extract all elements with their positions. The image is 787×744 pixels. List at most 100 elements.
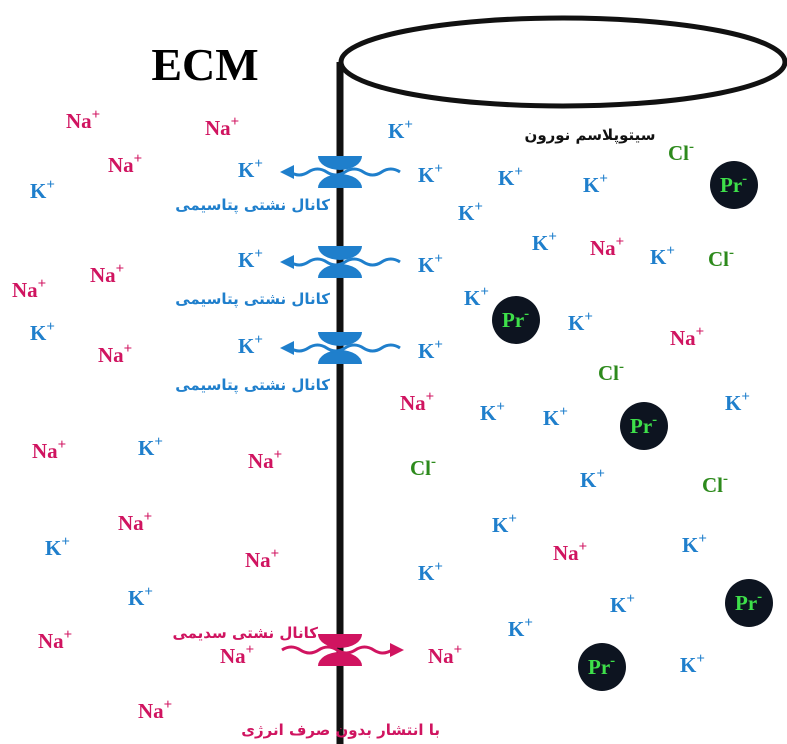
ion-symbol: Cl [702,473,723,497]
ion-symbol: K [492,513,509,537]
ion-symbol: K [238,248,255,272]
flow-arrow [290,259,400,265]
ion-charge: + [58,437,67,453]
ion: Na+ [66,107,100,133]
ion-symbol: K [543,406,560,430]
ion: Na+ [118,509,152,535]
channel-label: کانال نشتی پتاسیمی [175,290,330,309]
ion: K+ [238,156,263,182]
ion-charge: + [274,447,283,463]
ion: K+ [725,389,750,415]
ion-symbol: K [30,321,47,345]
arrow-head [390,643,404,657]
ion-symbol: K [498,166,515,190]
ion: K+ [238,246,263,272]
ion-symbol: Pr [720,173,742,197]
channel-bottom [318,652,362,666]
ion: K+ [30,319,55,345]
ion-charge: + [434,161,443,177]
flow-arrow [290,345,400,351]
ion: K+ [418,251,443,277]
ion-symbol: Cl [410,456,431,480]
ion-symbol: Cl [708,247,729,271]
ion-symbol: Na [38,629,64,653]
channel-bottom [318,174,362,188]
ion-symbol: K [464,286,481,310]
ion-symbol: Na [553,541,579,565]
ion-charge: + [116,261,125,277]
ion: Na+ [400,389,434,415]
ion-symbol: Cl [598,361,619,385]
ion-symbol: Na [118,511,144,535]
ion-charge: + [696,324,705,340]
ion-charge: + [46,319,55,335]
ion-charge: + [254,156,263,172]
ion-charge: - [431,454,436,470]
ion-charge: + [426,389,435,405]
ion-symbol: K [458,201,475,225]
ion: Na+ [108,151,142,177]
ion: K+ [682,531,707,557]
ion-charge: + [144,509,153,525]
ion-symbol: K [388,119,405,143]
ion: Na+ [32,437,66,463]
ion-symbol: K [418,253,435,277]
ion-symbol: K [682,533,699,557]
ion: K+ [30,177,55,203]
ion-charge: + [524,615,533,631]
flow-arrow [290,169,400,175]
ion: Na+ [590,234,624,260]
ion-symbol: Na [428,644,454,668]
ion-charge: - [757,589,762,605]
ion-charge: + [548,229,557,245]
ion-symbol: K [238,334,255,358]
ion-symbol: Pr [502,308,524,332]
ion-charge: + [696,651,705,667]
channel-label: کانال نشتی سدیمی [172,624,318,642]
ion-symbol: K [680,653,697,677]
ion-symbol: Na [590,236,616,260]
ion-charge: + [46,177,55,193]
ion-symbol: Na [108,153,134,177]
ion: K+ [138,434,163,460]
ion-symbol: K [580,468,597,492]
ion-charge: + [616,234,625,250]
ion-charge: + [434,337,443,353]
ion-symbol: K [30,179,47,203]
ion: Na+ [205,114,239,140]
ion-symbol: K [508,617,525,641]
ion-charge: + [579,539,588,555]
ion-charge: - [610,653,615,669]
ion-charge: + [480,284,489,300]
ion: Cl- [598,359,624,385]
caption: با انتشار بدون صرف انرژی [241,721,440,739]
ion-charge: + [92,107,101,123]
ion-symbol: K [583,173,600,197]
ion: K+ [532,229,557,255]
ion: Na+ [90,261,124,287]
ion: K+ [418,337,443,363]
ion-symbol: K [725,391,742,415]
ion-charge: + [508,511,517,527]
ion-charge: - [689,139,694,155]
ion-charge: + [698,531,707,547]
ion-symbol: Na [138,699,164,723]
ion-charge: + [144,584,153,600]
ion: K+ [583,171,608,197]
ion: K+ [610,591,635,617]
ion-symbol: Na [32,439,58,463]
ion: Cl- [410,454,436,480]
ion-charge: + [154,434,163,450]
ion-charge: + [596,466,605,482]
ion-charge: - [619,359,624,375]
ion-symbol: K [418,561,435,585]
ion: Na+ [245,546,279,572]
ion-symbol: Na [205,116,231,140]
ion: K+ [492,511,517,537]
ion-charge: + [246,642,255,658]
diagram: ECM سیتوپلاسم نورون Na+Na+Na+K+Na+Na+K+N… [0,0,787,744]
ion: Na+ [428,642,462,668]
ion-symbol: K [138,436,155,460]
ion: K+ [128,584,153,610]
ion: Cl- [702,471,728,497]
